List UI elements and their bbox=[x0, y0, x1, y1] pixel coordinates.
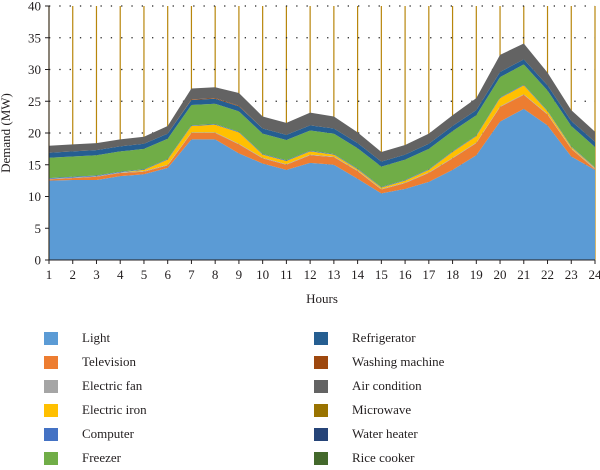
x-tick-label: 16 bbox=[399, 267, 413, 282]
x-tick-label: 2 bbox=[69, 267, 76, 282]
legend-swatch bbox=[44, 404, 58, 417]
legend-item: Computer bbox=[40, 422, 310, 446]
y-tick-label: 40 bbox=[28, 0, 41, 14]
legend-label: Freezer bbox=[82, 450, 121, 466]
x-tick-label: 5 bbox=[141, 267, 148, 282]
x-tick-label: 18 bbox=[446, 267, 459, 282]
legend-swatch bbox=[314, 332, 328, 345]
legend-label: Refrigerator bbox=[352, 330, 416, 346]
legend-item: Light bbox=[40, 326, 310, 350]
y-tick-label: 25 bbox=[28, 94, 41, 109]
legend-item: Microwave bbox=[310, 398, 580, 422]
x-tick-label: 12 bbox=[304, 267, 317, 282]
legend-label: Electric fan bbox=[82, 378, 142, 394]
legend-item: Freezer bbox=[40, 446, 310, 470]
legend-swatch bbox=[314, 404, 328, 417]
x-tick-label: 21 bbox=[517, 267, 530, 282]
legend: Light Television Electric fan Electric iron… bbox=[40, 326, 580, 461]
legend-label: Water heater bbox=[352, 426, 418, 442]
legend-item: Television bbox=[40, 350, 310, 374]
x-tick-label: 11 bbox=[280, 267, 293, 282]
x-tick-label: 24 bbox=[589, 267, 600, 282]
legend-swatch bbox=[314, 356, 328, 369]
y-tick-label: 20 bbox=[28, 126, 41, 141]
legend-item: Washing machine bbox=[310, 350, 580, 374]
y-tick-label: 10 bbox=[28, 189, 41, 204]
legend-item: Electric fan bbox=[40, 374, 310, 398]
y-tick-label: 30 bbox=[28, 62, 41, 77]
legend-item: Refrigerator bbox=[310, 326, 580, 350]
legend-label: Microwave bbox=[352, 402, 411, 418]
legend-item: Air condition bbox=[310, 374, 580, 398]
legend-label: Computer bbox=[82, 426, 134, 442]
x-tick-label: 7 bbox=[188, 267, 195, 282]
legend-label: Air condition bbox=[352, 378, 422, 394]
x-tick-label: 4 bbox=[117, 267, 124, 282]
legend-label: Electric iron bbox=[82, 402, 147, 418]
x-tick-label: 20 bbox=[494, 267, 507, 282]
y-tick-label: 0 bbox=[35, 253, 42, 268]
y-tick-label: 15 bbox=[28, 157, 41, 172]
y-tick-label: 35 bbox=[28, 30, 41, 45]
x-tick-label: 6 bbox=[164, 267, 171, 282]
area-series bbox=[49, 43, 595, 260]
x-tick-label: 23 bbox=[565, 267, 578, 282]
legend-swatch bbox=[44, 356, 58, 369]
x-tick-label: 3 bbox=[93, 267, 100, 282]
legend-swatch bbox=[44, 428, 58, 441]
legend-swatch bbox=[314, 428, 328, 441]
x-tick-label: 9 bbox=[236, 267, 243, 282]
x-tick-label: 15 bbox=[375, 267, 388, 282]
x-tick-label: 1 bbox=[46, 267, 53, 282]
y-axis-title: Demand (MW) bbox=[0, 93, 13, 173]
legend-label: Washing machine bbox=[352, 354, 444, 370]
legend-label: Television bbox=[82, 354, 136, 370]
legend-label: Light bbox=[82, 330, 110, 346]
x-tick-label: 17 bbox=[422, 267, 436, 282]
x-tick-label: 8 bbox=[212, 267, 219, 282]
x-tick-label: 10 bbox=[256, 267, 269, 282]
x-tick-label: 19 bbox=[470, 267, 483, 282]
x-tick-label: 13 bbox=[327, 267, 340, 282]
legend-swatch bbox=[314, 380, 328, 393]
x-tick-label: 14 bbox=[351, 267, 365, 282]
legend-item: Rice cooker bbox=[310, 446, 580, 470]
x-axis-title: Hours bbox=[306, 291, 338, 306]
x-tick-label: 22 bbox=[541, 267, 554, 282]
legend-item: Water heater bbox=[310, 422, 580, 446]
legend-swatch bbox=[44, 380, 58, 393]
legend-swatch bbox=[314, 452, 328, 465]
legend-label: Rice cooker bbox=[352, 450, 414, 466]
legend-swatch bbox=[44, 452, 58, 465]
legend-swatch bbox=[44, 332, 58, 345]
legend-item: Electric iron bbox=[40, 398, 310, 422]
y-tick-label: 5 bbox=[35, 221, 42, 236]
